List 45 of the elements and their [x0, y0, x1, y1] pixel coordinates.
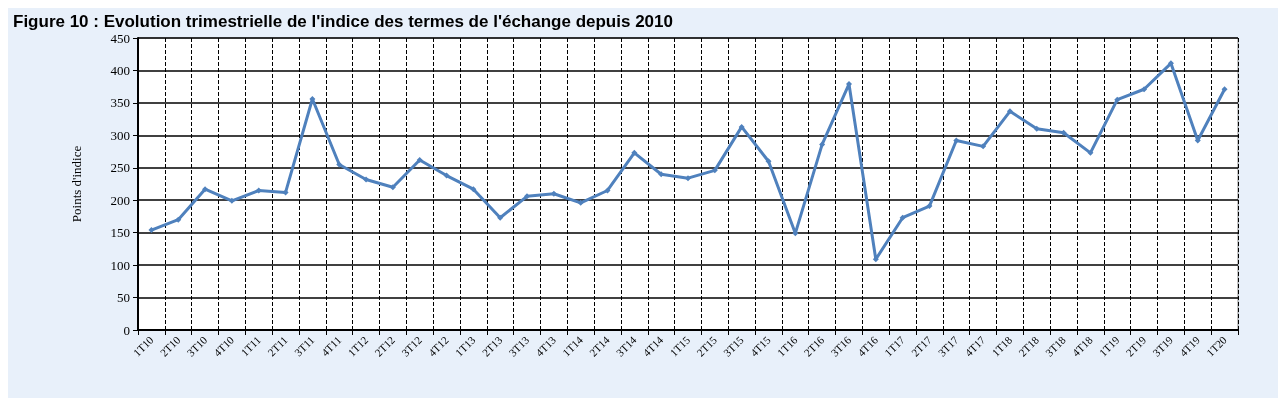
point [980, 143, 987, 150]
point [1221, 86, 1228, 93]
point [497, 214, 504, 221]
point [765, 158, 772, 165]
point [1141, 86, 1148, 93]
y-tick-label: 300 [110, 127, 130, 143]
y-tick-label: 400 [110, 62, 130, 78]
y-tick-label: 350 [110, 95, 130, 111]
point [443, 172, 450, 179]
point [282, 189, 289, 196]
point [416, 156, 423, 163]
point [389, 184, 396, 191]
point [604, 187, 611, 194]
point [363, 176, 370, 183]
point [228, 197, 235, 204]
point [202, 186, 209, 193]
y-axis-title: Points d'indice [69, 145, 84, 223]
point [631, 149, 638, 156]
point [148, 227, 155, 234]
y-tick-label: 450 [110, 30, 130, 46]
point [1087, 149, 1094, 156]
point [336, 161, 343, 168]
point [711, 167, 718, 174]
chart-title: Figure 10 : Evolution trimestrielle de l'indice des termes de l'échange depuis 2010 [13, 12, 673, 31]
point [309, 96, 316, 102]
y-tick-label: 50 [117, 290, 130, 306]
point [175, 216, 182, 223]
y-tick-label: 100 [110, 257, 130, 273]
point [577, 199, 584, 206]
point [470, 186, 477, 193]
point [926, 203, 933, 210]
point [899, 214, 906, 221]
y-tick-label: 250 [110, 160, 130, 176]
y-tick-label: 200 [110, 192, 130, 208]
y-tick-label: 0 [123, 322, 130, 338]
point [1114, 96, 1121, 103]
y-tick-label: 150 [110, 225, 130, 241]
point [1006, 108, 1013, 115]
point [685, 175, 691, 182]
point [1033, 125, 1040, 132]
point [255, 187, 262, 194]
point [819, 141, 826, 148]
point [550, 190, 557, 197]
point [953, 137, 960, 144]
point [738, 123, 745, 130]
